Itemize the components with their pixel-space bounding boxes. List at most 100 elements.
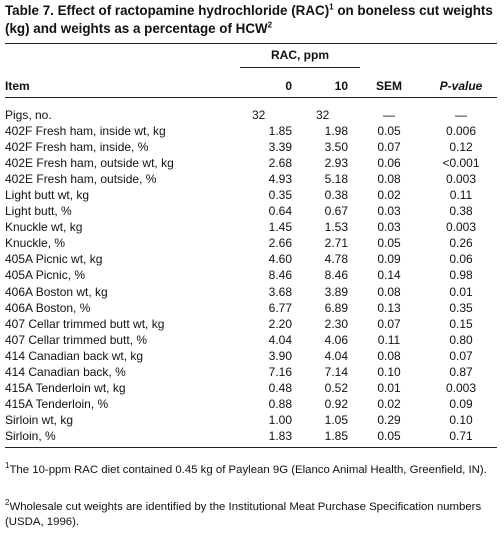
row-item-label: 406A Boston, % xyxy=(5,300,91,315)
row-p-value: 0.15 xyxy=(449,316,473,331)
row-rac-10-value: 4.04 xyxy=(324,348,348,363)
row-rac-10-value: 0.38 xyxy=(324,188,348,203)
row-sem-value: 0.08 xyxy=(377,172,401,187)
row-p-value: 0.98 xyxy=(449,268,473,283)
row-sem-value: 0.08 xyxy=(377,284,401,299)
table-row: 415A Tenderloin wt, kg 0.48 0.52 0.01 0.003 xyxy=(0,380,504,396)
row-rac-0-value: 4.93 xyxy=(268,172,292,187)
row-rac-0-value: 0.88 xyxy=(268,396,292,411)
row-sem-value: 0.05 xyxy=(377,124,401,139)
table-row: 406A Boston wt, kg 3.68 3.89 0.08 0.01 xyxy=(0,284,504,300)
sem-column-header: SEM xyxy=(375,79,402,93)
row-item-label: 402F Fresh ham, inside, % xyxy=(5,140,149,155)
row-p-value: 0.80 xyxy=(449,332,473,347)
row-item-label: 415A Tenderloin wt, kg xyxy=(5,380,126,395)
row-rac-10-value: 0.92 xyxy=(324,396,348,411)
row-sem-value: 0.13 xyxy=(377,300,401,315)
row-rac-10-value: 0.52 xyxy=(324,380,348,395)
row-p-value: 0.38 xyxy=(449,204,473,219)
row-sem-value: 0.02 xyxy=(377,188,401,203)
footnote-1: 1The 10-ppm RAC diet contained 0.45 kg o… xyxy=(5,462,499,478)
bottom-rule xyxy=(5,447,497,448)
row-rac-10-value: 2.30 xyxy=(324,316,348,331)
table-row: 407 Cellar trimmed butt, % 4.04 4.06 0.11 0.… xyxy=(0,332,504,348)
title-footnote-mark-2: 2 xyxy=(267,20,273,30)
footnote-2-text: Wholesale cut weights are identified by … xyxy=(5,501,482,528)
row-p-value: 0.003 xyxy=(445,380,477,395)
row-item-label: Pigs, no. xyxy=(5,108,52,122)
row-rac-10-value: 6.89 xyxy=(324,300,348,315)
row-rac-10-value: 4.78 xyxy=(324,252,348,267)
row-sem-value: 0.10 xyxy=(377,364,401,379)
row-rac-10-value: 1.85 xyxy=(324,428,348,443)
row-rac-10-value: 5.18 xyxy=(324,172,348,187)
title-text-part1: Table 7. Effect of ractopamine hydrochlo… xyxy=(5,3,330,18)
row-rac-10-value: 7.14 xyxy=(324,364,348,379)
title-footnote-mark-1: 1 xyxy=(329,2,334,12)
row-sem-value: 0.05 xyxy=(377,428,401,443)
row-rac-10-value: 1.05 xyxy=(324,412,348,427)
table-row: 406A Boston, % 6.77 6.89 0.13 0.35 xyxy=(0,300,504,316)
row-rac-0-value: 2.20 xyxy=(268,316,292,331)
header-rule xyxy=(5,97,497,98)
row-p-value: 0.87 xyxy=(449,364,473,379)
row-p-value: — xyxy=(455,108,467,122)
row-rac-0-value: 0.48 xyxy=(268,380,292,395)
footnote-2: 2Wholesale cut weights are identified by… xyxy=(5,498,499,530)
rac-ppm-header: RAC, ppm xyxy=(271,48,329,62)
row-rac-0-value: 1.00 xyxy=(268,412,292,427)
row-p-value: 0.006 xyxy=(445,124,477,139)
row-rac-0-value: 2.68 xyxy=(268,156,292,171)
row-rac-0-value: 1.85 xyxy=(268,124,292,139)
row-rac-10-value: 2.71 xyxy=(324,236,348,251)
row-item-label: 407 Cellar trimmed butt, % xyxy=(5,332,148,347)
row-rac-0-value: 3.68 xyxy=(268,284,292,299)
table-row: 402E Fresh ham, outside, % 4.93 5.18 0.08 0.… xyxy=(0,171,504,187)
row-item-label: Light butt, % xyxy=(5,204,72,219)
row-rac-0-value: 4.60 xyxy=(268,252,292,267)
row-sem-value: 0.07 xyxy=(377,140,401,155)
row-item-label: 407 Cellar trimmed butt wt, kg xyxy=(5,316,165,331)
row-rac-0-value: 2.66 xyxy=(268,236,292,251)
row-rac-10-value: 2.93 xyxy=(324,156,348,171)
table-row: Knuckle, % 2.66 2.71 0.05 0.26 xyxy=(0,235,504,251)
row-item-label: 405A Picnic, % xyxy=(5,268,86,283)
footnote-2-mark: 2 xyxy=(5,498,10,508)
table-row: 402E Fresh ham, outside wt, kg 2.68 2.93 0.… xyxy=(0,155,504,171)
table-row: 415A Tenderloin, % 0.88 0.92 0.02 0.09 xyxy=(0,396,504,412)
row-rac-10-value: 1.98 xyxy=(324,124,348,139)
row-item-label: 402E Fresh ham, outside, % xyxy=(5,172,157,187)
row-p-value: 0.003 xyxy=(445,172,477,187)
row-rac-10-value: 3.89 xyxy=(324,284,348,299)
row-rac-0-value: 6.77 xyxy=(268,300,292,315)
row-rac-10-value: 3.50 xyxy=(324,140,348,155)
title-text-part2: on boneless cut weights (kg) and weights… xyxy=(5,3,493,36)
row-sem-value: 0.05 xyxy=(377,236,401,251)
row-rac-10-value: 1.53 xyxy=(324,220,348,235)
row-p-value: 0.35 xyxy=(449,300,473,315)
row-sem-value: 0.11 xyxy=(377,332,401,347)
item-column-header: Item xyxy=(5,79,30,93)
table-row: Knuckle wt, kg 1.45 1.53 0.03 0.003 xyxy=(0,219,504,235)
table-row: 407 Cellar trimmed butt wt, kg 2.20 2.30 0.… xyxy=(0,316,504,332)
top-rule xyxy=(5,43,497,44)
row-p-value: 0.09 xyxy=(449,396,473,411)
row-sem-value: 0.02 xyxy=(377,396,401,411)
row-rac-0-value: 1.83 xyxy=(268,428,292,443)
row-rac-0-value: 1.45 xyxy=(268,220,292,235)
table-row: 405A Picnic wt, kg 4.60 4.78 0.09 0.06 xyxy=(0,251,504,267)
row-rac-0-value: 3.39 xyxy=(268,140,292,155)
table-row: Pigs, no. 32 32 — — xyxy=(0,107,504,123)
row-p-value: 0.07 xyxy=(449,348,473,363)
table-row: 414 Canadian back, % 7.16 7.14 0.10 0.87 xyxy=(0,364,504,380)
row-p-value: 0.71 xyxy=(449,428,473,443)
row-sem-value: 0.07 xyxy=(377,316,401,331)
row-rac-0-value: 32 xyxy=(252,108,266,122)
row-item-label: 402F Fresh ham, inside wt, kg xyxy=(5,124,166,139)
table-row: Light butt wt, kg 0.35 0.38 0.02 0.11 xyxy=(0,187,504,203)
row-rac-0-value: 4.04 xyxy=(268,332,292,347)
table-row: 414 Canadian back wt, kg 3.90 4.04 0.08 0.07 xyxy=(0,348,504,364)
row-sem-value: — xyxy=(383,108,395,122)
row-item-label: Sirloin, % xyxy=(5,428,56,443)
